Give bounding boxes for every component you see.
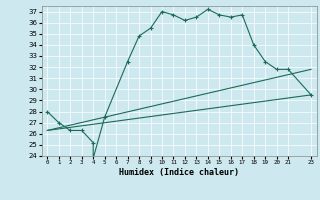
X-axis label: Humidex (Indice chaleur): Humidex (Indice chaleur): [119, 168, 239, 177]
